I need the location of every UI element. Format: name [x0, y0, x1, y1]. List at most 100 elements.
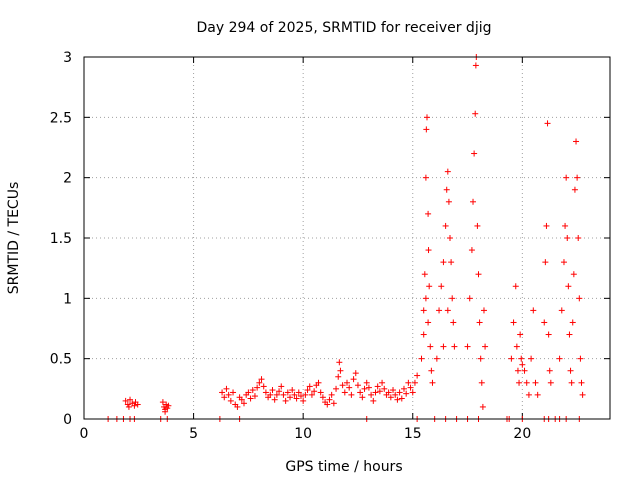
- data-point: [390, 387, 397, 394]
- data-point: [354, 382, 361, 389]
- data-point: [125, 403, 132, 410]
- data-point: [569, 319, 576, 326]
- data-point: [247, 395, 254, 402]
- data-point: [162, 408, 169, 415]
- data-point: [519, 361, 526, 368]
- data-point: [127, 396, 134, 403]
- data-point: [324, 401, 331, 408]
- x-tick-label: 5: [189, 426, 198, 442]
- data-point: [398, 395, 405, 402]
- data-point: [341, 389, 348, 396]
- data-point: [287, 394, 294, 401]
- data-point: [333, 385, 340, 392]
- data-point: [262, 389, 269, 396]
- data-point: [225, 391, 232, 398]
- data-point: [573, 138, 580, 145]
- data-point: [512, 283, 519, 290]
- ticks: [83, 56, 610, 420]
- data-point: [376, 388, 383, 395]
- data-point: [468, 247, 475, 254]
- data-point: [436, 307, 443, 314]
- data-point: [122, 397, 129, 404]
- data-point: [476, 319, 483, 326]
- data-point: [352, 370, 359, 377]
- data-point: [159, 399, 166, 406]
- data-point: [425, 247, 432, 254]
- data-point: [571, 186, 578, 193]
- data-point: [365, 384, 372, 391]
- data-point: [578, 379, 585, 386]
- data-point: [420, 307, 427, 314]
- data-point: [374, 383, 381, 390]
- data-point: [575, 235, 582, 241]
- data-point: [387, 394, 394, 401]
- data-point: [426, 283, 433, 290]
- data-point: [372, 389, 379, 396]
- data-point: [517, 331, 524, 338]
- data-point: [357, 389, 364, 396]
- data-point: [407, 384, 414, 391]
- data-point: [560, 259, 567, 266]
- data-point: [421, 271, 428, 278]
- data-point: [570, 271, 577, 278]
- y-tick-label: 2: [63, 171, 72, 187]
- data-point: [240, 400, 247, 407]
- y-tick-label: 1.5: [50, 231, 72, 247]
- data-point: [472, 62, 479, 69]
- data-point: [227, 397, 234, 404]
- data-point: [428, 367, 435, 374]
- data-point: [379, 379, 386, 386]
- grid: [84, 57, 610, 419]
- data-point: [385, 389, 392, 396]
- data-point: [475, 271, 482, 278]
- data-point: [563, 174, 570, 181]
- data-point: [308, 391, 315, 398]
- data-point: [577, 355, 584, 362]
- data-point: [221, 394, 228, 401]
- data-point: [273, 391, 280, 398]
- data-point: [516, 379, 523, 386]
- data-point: [466, 295, 473, 302]
- data-point: [425, 319, 432, 326]
- data-point: [249, 387, 256, 394]
- data-point: [470, 198, 477, 205]
- data-point: [433, 355, 440, 362]
- data-point: [234, 403, 241, 410]
- data-point: [311, 388, 318, 395]
- data-point: [444, 307, 451, 314]
- data-point: [256, 379, 263, 386]
- data-point: [523, 379, 530, 386]
- data-point: [337, 367, 344, 374]
- data-point: [392, 391, 399, 398]
- data-point: [326, 396, 333, 403]
- data-point: [245, 389, 252, 396]
- data-point: [425, 210, 432, 217]
- x-tick-label: 10: [294, 426, 312, 442]
- data-point: [409, 389, 416, 396]
- data-point: [478, 379, 485, 386]
- data-point: [541, 319, 548, 326]
- data-point: [518, 355, 525, 362]
- data-point: [271, 396, 278, 403]
- data-point: [443, 186, 450, 193]
- data-point: [335, 373, 342, 380]
- data-point: [528, 355, 535, 362]
- data-point: [564, 235, 571, 241]
- data-point: [405, 379, 412, 386]
- chart-title: Day 294 of 2025, SRMTID for receiver dji…: [197, 20, 492, 36]
- y-axis-label: SRMTID / TECUs: [6, 182, 22, 295]
- y-tick-label: 0: [63, 412, 72, 428]
- data-point: [165, 402, 172, 409]
- data-point: [293, 395, 300, 402]
- data-point: [545, 331, 552, 338]
- data-point: [508, 355, 515, 362]
- data-point: [562, 222, 569, 229]
- data-point: [381, 385, 388, 392]
- data-point: [280, 391, 287, 398]
- data-point: [251, 393, 258, 400]
- x-axis-label: GPS time / hours: [285, 459, 402, 475]
- data-point: [284, 389, 291, 396]
- data-point: [328, 391, 335, 398]
- data-point: [513, 343, 520, 350]
- data-point: [319, 394, 326, 401]
